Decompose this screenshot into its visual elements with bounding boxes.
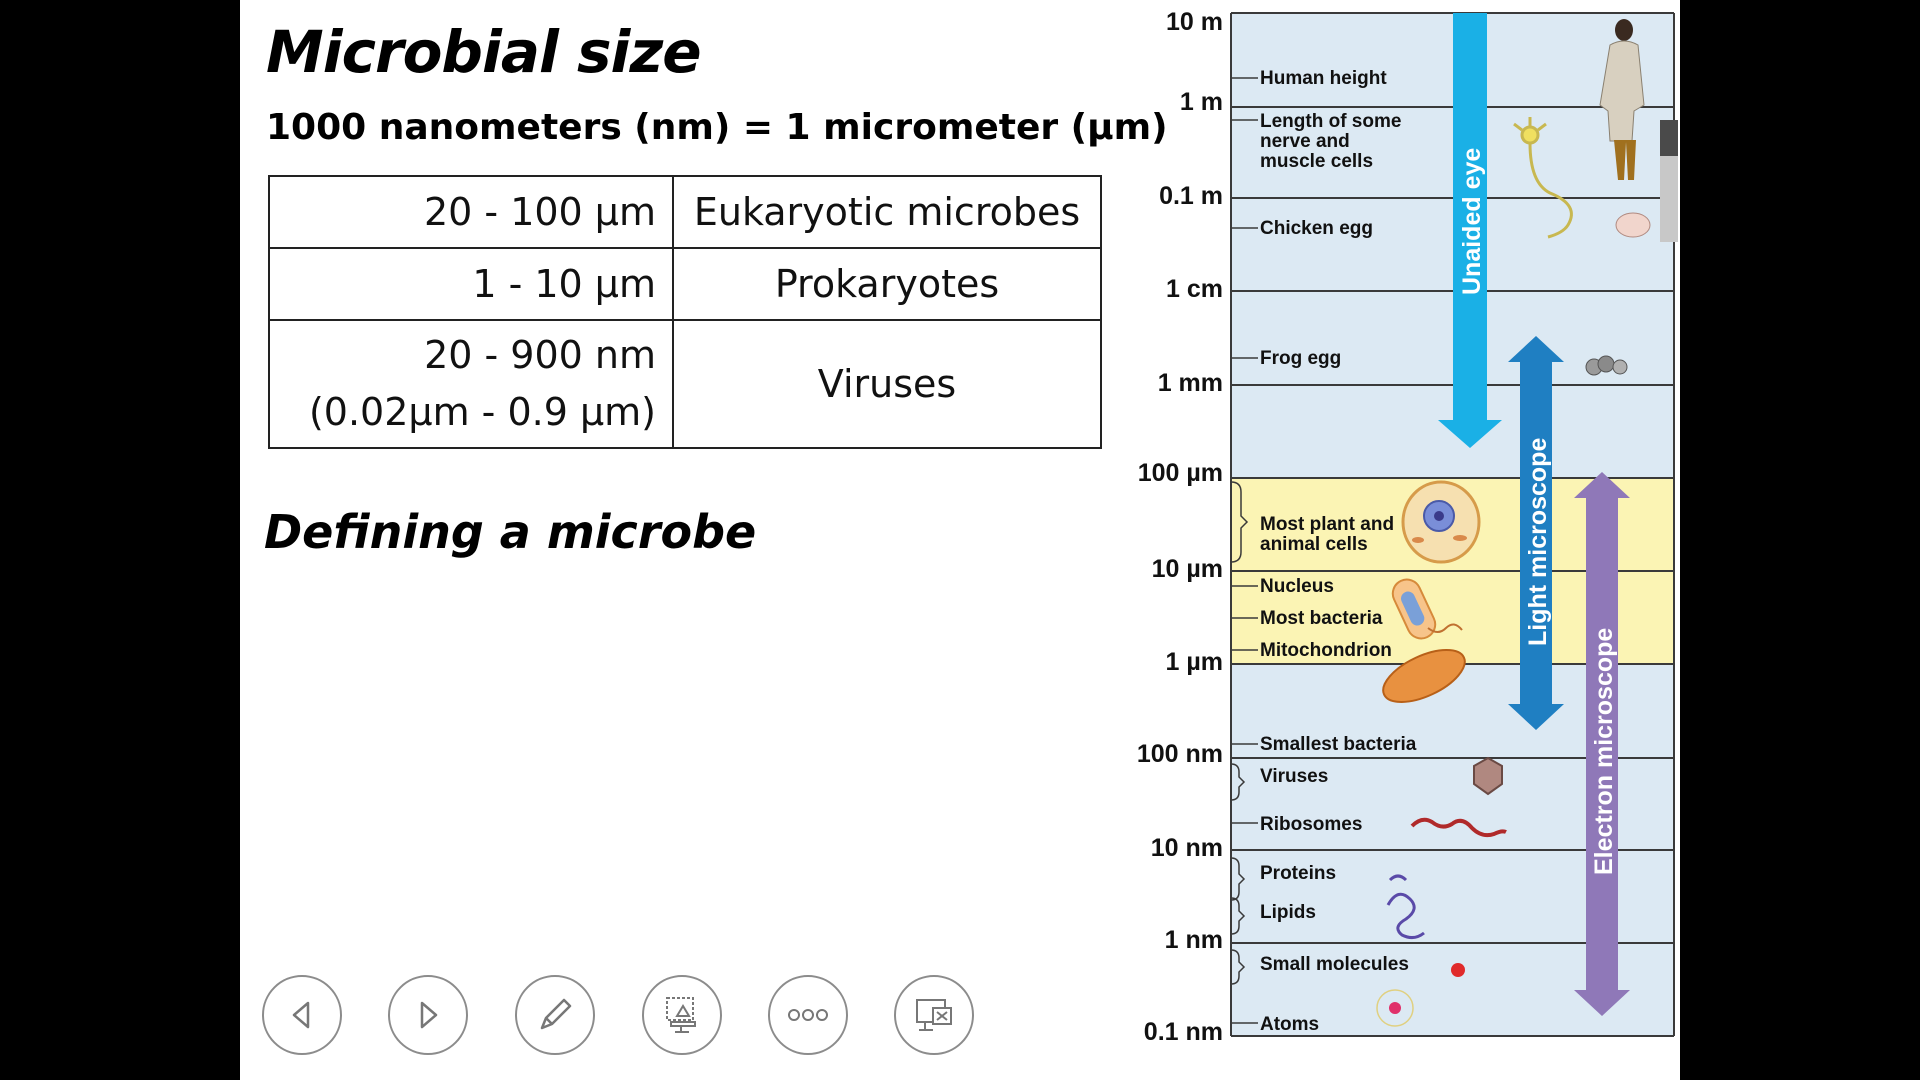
tick-label: 10 nm (1151, 834, 1223, 862)
virus-particle-icon (1473, 756, 1503, 796)
tick-label: 10 µm (1152, 555, 1223, 583)
chicken-egg-icon (1615, 212, 1651, 238)
animal-cell-icon (1401, 480, 1481, 564)
illustrations (1376, 19, 1651, 1027)
size-range: 20 - 100 µm (268, 175, 674, 249)
table-row: 20 - 900 nm (0.02µm - 0.9 µm) Viruses (268, 319, 1102, 449)
arrow-label: Light microscope (1524, 438, 1552, 646)
slide-sorter-icon (666, 997, 696, 1033)
small-molecule-icon (1451, 963, 1465, 977)
nerve-cell-icon (1513, 117, 1573, 239)
previous-slide-icon (292, 1001, 310, 1029)
item-label: Chicken egg (1260, 218, 1373, 239)
tick-label: 1 µm (1166, 648, 1223, 676)
arrow-label: Electron microscope (1590, 628, 1618, 875)
tick-label: 1 cm (1166, 275, 1223, 303)
end-show-button[interactable] (894, 975, 974, 1055)
atom-icon (1376, 989, 1414, 1027)
light-microscope-arrow: Light microscope (1508, 336, 1564, 730)
section-heading: Defining a microbe (264, 505, 757, 559)
protein-icon (1386, 874, 1425, 940)
ribosome-icon (1410, 817, 1507, 838)
item-label: Human height (1260, 68, 1387, 89)
slide: Microbial size 1000 nanometers (nm) = 1 … (240, 0, 1680, 1080)
tick-label: 100 µm (1138, 459, 1223, 487)
item-label: Nucleus (1260, 576, 1334, 597)
item-label: Viruses (1260, 766, 1328, 787)
more-options-button[interactable] (768, 975, 848, 1055)
unit-conversion: 1000 nanometers (nm) = 1 micrometer (µm) (266, 107, 1168, 148)
item-label: Lipids (1260, 902, 1316, 923)
size-range-nm: 20 - 900 nm (424, 333, 656, 377)
tick-label: 1 mm (1158, 369, 1223, 397)
item-label: nerve and (1260, 131, 1350, 152)
item-label: Proteins (1260, 863, 1336, 884)
microbe-type: Prokaryotes (672, 247, 1102, 321)
more-options-icon (788, 1009, 828, 1021)
tick-label: 10 m (1166, 8, 1223, 36)
microbe-size-table: 20 - 100 µm Eukaryotic microbes 1 - 10 µ… (268, 175, 1102, 449)
item-label: Frog egg (1260, 348, 1341, 369)
table-row: 20 - 100 µm Eukaryotic microbes (268, 175, 1102, 249)
pen-button[interactable] (515, 975, 595, 1055)
end-show-icon (916, 999, 952, 1031)
next-slide-button[interactable] (388, 975, 468, 1055)
item-label: Small molecules (1260, 954, 1409, 975)
slide-sorter-button[interactable] (642, 975, 722, 1055)
tick-label: 0.1 nm (1144, 1018, 1223, 1046)
electron-microscope-arrow: Electron microscope (1574, 472, 1630, 1016)
item-bracket (1230, 949, 1246, 985)
item-label: Atoms (1260, 1014, 1319, 1035)
tick-label: 1 nm (1165, 926, 1223, 954)
item-labels: Human height Length of some nerve and mu… (1260, 68, 1417, 1035)
item-label: muscle cells (1260, 151, 1373, 172)
mitochondrion-icon (1382, 649, 1466, 703)
bacterium-icon (1391, 578, 1463, 640)
table-row: 1 - 10 µm Prokaryotes (268, 247, 1102, 321)
size-range: 20 - 900 nm (0.02µm - 0.9 µm) (268, 319, 674, 449)
item-label: animal cells (1260, 534, 1368, 555)
size-range: 1 - 10 µm (268, 247, 674, 321)
previous-slide-button[interactable] (262, 975, 342, 1055)
tick-label: 1 m (1180, 88, 1223, 116)
band-large (1231, 13, 1674, 478)
tick-labels: 10 m 1 m 0.1 m 1 cm 1 mm 100 µm 10 µm 1 … (1137, 8, 1223, 1046)
microbe-type: Eukaryotic microbes (672, 175, 1102, 249)
item-bracket (1230, 481, 1249, 563)
item-label: Smallest bacteria (1260, 734, 1417, 755)
tick-label: 0.1 m (1159, 182, 1223, 210)
human-figure-icon (1599, 19, 1645, 180)
slide-title: Microbial size (266, 18, 702, 86)
tick-label: 100 nm (1137, 740, 1223, 768)
size-range-um: (0.02µm - 0.9 µm) (308, 390, 656, 434)
microbe-type: Viruses (672, 319, 1102, 449)
unaided-eye-arrow: Unaided eye (1438, 13, 1502, 448)
item-markers (1230, 77, 1258, 1024)
size-scale-diagram: 10 m 1 m 0.1 m 1 cm 1 mm 100 µm 10 µm 1 … (1137, 8, 1675, 1046)
arrow-label: Unaided eye (1458, 148, 1486, 295)
item-label: Most plant and (1260, 514, 1394, 535)
item-label: Ribosomes (1260, 814, 1362, 835)
item-label: Most bacteria (1260, 608, 1383, 629)
next-slide-icon (420, 1001, 438, 1029)
pen-icon (540, 998, 572, 1030)
item-label: Length of some (1260, 111, 1401, 132)
frog-egg-icon (1585, 355, 1628, 376)
item-label: Mitochondrion (1260, 640, 1392, 661)
scrollbar-thumb-top[interactable] (1660, 120, 1678, 156)
item-bracket (1230, 897, 1246, 935)
item-bracket (1230, 763, 1246, 801)
